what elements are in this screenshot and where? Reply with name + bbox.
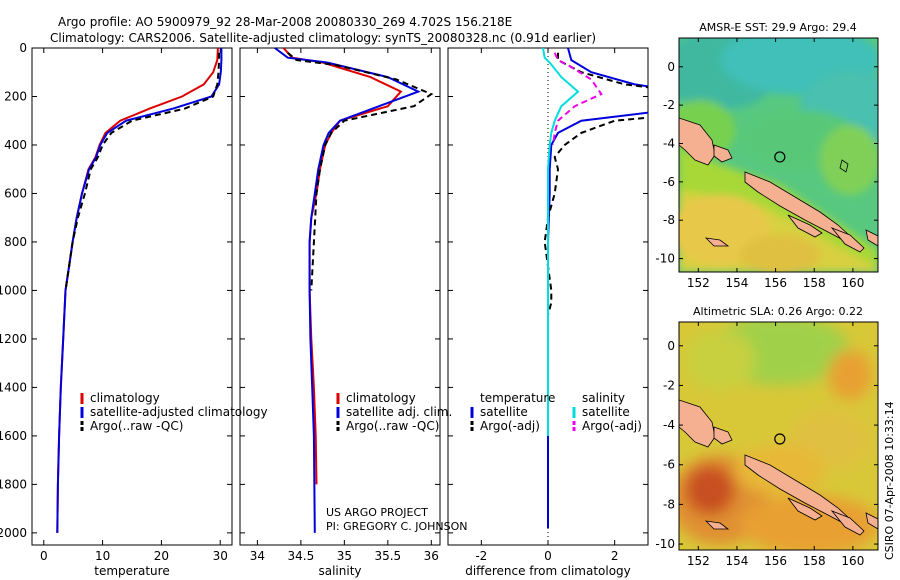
legend-entry: Argo(-adj) [582, 419, 642, 433]
map-frame [678, 37, 879, 273]
csiro-timestamp: CSIRO 07-Apr-2008 10:33:14 [883, 401, 896, 560]
y-tick-label: 0 [667, 60, 675, 74]
x-tick-label: 0 [40, 549, 48, 563]
y-tick-label: 1200 [0, 332, 27, 346]
sla-map-axes: 152 154 156 158 160 0 -2 -4 -6 -8 -10 [655, 321, 879, 568]
x-tick-label: 160 [841, 276, 864, 290]
y-tick-label: -8 [663, 213, 675, 227]
plot-frame [239, 47, 441, 546]
y-tick-label: 200 [4, 89, 27, 103]
argo-position-marker [774, 433, 786, 445]
x-tick-label: 35.5 [374, 549, 401, 563]
x-axis-label: difference from climatology [465, 564, 631, 578]
legend-entry: climatology [90, 391, 160, 405]
x-tick-label: 154 [726, 554, 749, 568]
y-tick-label: -6 [663, 175, 675, 189]
y-tick-label: -6 [663, 458, 675, 472]
legend-entry: Argo(..raw -QC) [346, 419, 439, 433]
x-tick-label: 34 [250, 549, 265, 563]
sst-map-title: AMSR-E SST: 29.9 Argo: 29.4 [699, 21, 857, 34]
map-frame [678, 321, 879, 551]
y-tick-label: 0 [667, 339, 675, 353]
y-tick-label: -4 [663, 418, 675, 432]
x-tick-label: 152 [687, 276, 710, 290]
y-tick-label: 600 [4, 186, 27, 200]
y-tick-label: 1400 [0, 380, 27, 394]
x-tick-label: 0 [544, 549, 552, 563]
legend-entry: satellite [480, 405, 528, 419]
x-tick-label: 156 [764, 276, 787, 290]
series-line-climatology-0 [282, 48, 403, 485]
x-tick-label: 156 [764, 554, 787, 568]
temperature-panel: 0 10 20 30 0 200 400 600 800 1000 1200 1400 1600 1800… [0, 41, 268, 578]
y-tick-label: -2 [663, 98, 675, 112]
header-line-1: Argo profile: AO 5900979_92 28-Mar-2008 … [58, 15, 512, 29]
plot-frame [31, 47, 233, 546]
sla-coastlines [679, 399, 878, 536]
y-tick-label: 800 [4, 235, 27, 249]
x-axis-label: salinity [318, 564, 361, 578]
series-line-satellite-adjusted-climatology-1 [56, 48, 223, 533]
x-tick-label: 152 [687, 554, 710, 568]
x-tick-label: 2 [611, 549, 619, 563]
x-tick-label: 20 [154, 549, 169, 563]
series-line-argo-adj--1 [543, 52, 648, 315]
y-tick-label: 400 [4, 138, 27, 152]
x-tick-label: 34.5 [288, 549, 315, 563]
pi-credit: PI: GREGORY C. JOHNSON [326, 520, 467, 533]
legend-header-salinity: salinity [582, 391, 625, 405]
x-tick-label: -2 [475, 549, 487, 563]
y-tick-label: -4 [663, 136, 675, 150]
legend-entry: satellite adj. clim. [346, 405, 452, 419]
y-tick-label: -10 [655, 252, 675, 266]
sla-map-title: Altimetric SLA: 0.26 Argo: 0.22 [693, 305, 863, 318]
argo-position-marker [774, 151, 786, 163]
legend-entry: climatology [346, 391, 416, 405]
y-tick-label: -8 [663, 497, 675, 511]
legend-entry: satellite [582, 405, 630, 419]
y-tick-label: 1000 [0, 283, 27, 297]
x-tick-label: 158 [803, 554, 826, 568]
x-tick-label: 35 [337, 549, 352, 563]
series-line-argo-adj--3 [552, 52, 603, 146]
project-credit: US ARGO PROJECT [326, 506, 428, 519]
series-line-argo-raw-qc--2 [287, 52, 434, 291]
x-tick-label: 160 [841, 554, 864, 568]
x-tick-label: 158 [803, 276, 826, 290]
legend-entry: Argo(..raw -QC) [90, 419, 183, 433]
y-tick-label: 2000 [0, 526, 27, 540]
sst-coastlines [679, 117, 878, 253]
y-tick-label: -10 [655, 537, 675, 551]
x-tick-label: 30 [213, 549, 228, 563]
legend-header-temperature: temperature [480, 391, 555, 405]
sla-map: 152 154 156 158 160 0 -2 -4 -6 -8 -10 [655, 321, 879, 568]
y-tick-label: 0 [19, 41, 27, 55]
y-tick-label: 1600 [0, 429, 27, 443]
series-line-climatology-0 [56, 48, 219, 533]
sla-field [679, 322, 878, 550]
series-line-satellite-2 [542, 48, 580, 436]
salinity-panel: 34 34.5 35 35.5 36 salinity climatologysatelli… [239, 47, 452, 578]
y-tick-label: 1800 [0, 477, 27, 491]
legend-entry: satellite-adjusted climatology [90, 405, 268, 419]
header-line-2: Climatology: CARS2006. Satellite-adjuste… [50, 31, 596, 45]
y-tick-label: -2 [663, 378, 675, 392]
x-tick-label: 10 [95, 549, 110, 563]
sst-map: 152 154 156 158 160 0 -2 -4 -6 -8 -10 [655, 37, 879, 290]
legend-entry: Argo(-adj) [480, 419, 540, 433]
x-tick-label: 36 [424, 549, 439, 563]
series-line-argo-raw-qc--2 [64, 52, 221, 291]
sst-map-axes: 152 154 156 158 160 0 -2 -4 -6 -8 -10 [655, 37, 879, 290]
x-axis-label: temperature [94, 564, 169, 578]
x-tick-label: 154 [726, 276, 749, 290]
